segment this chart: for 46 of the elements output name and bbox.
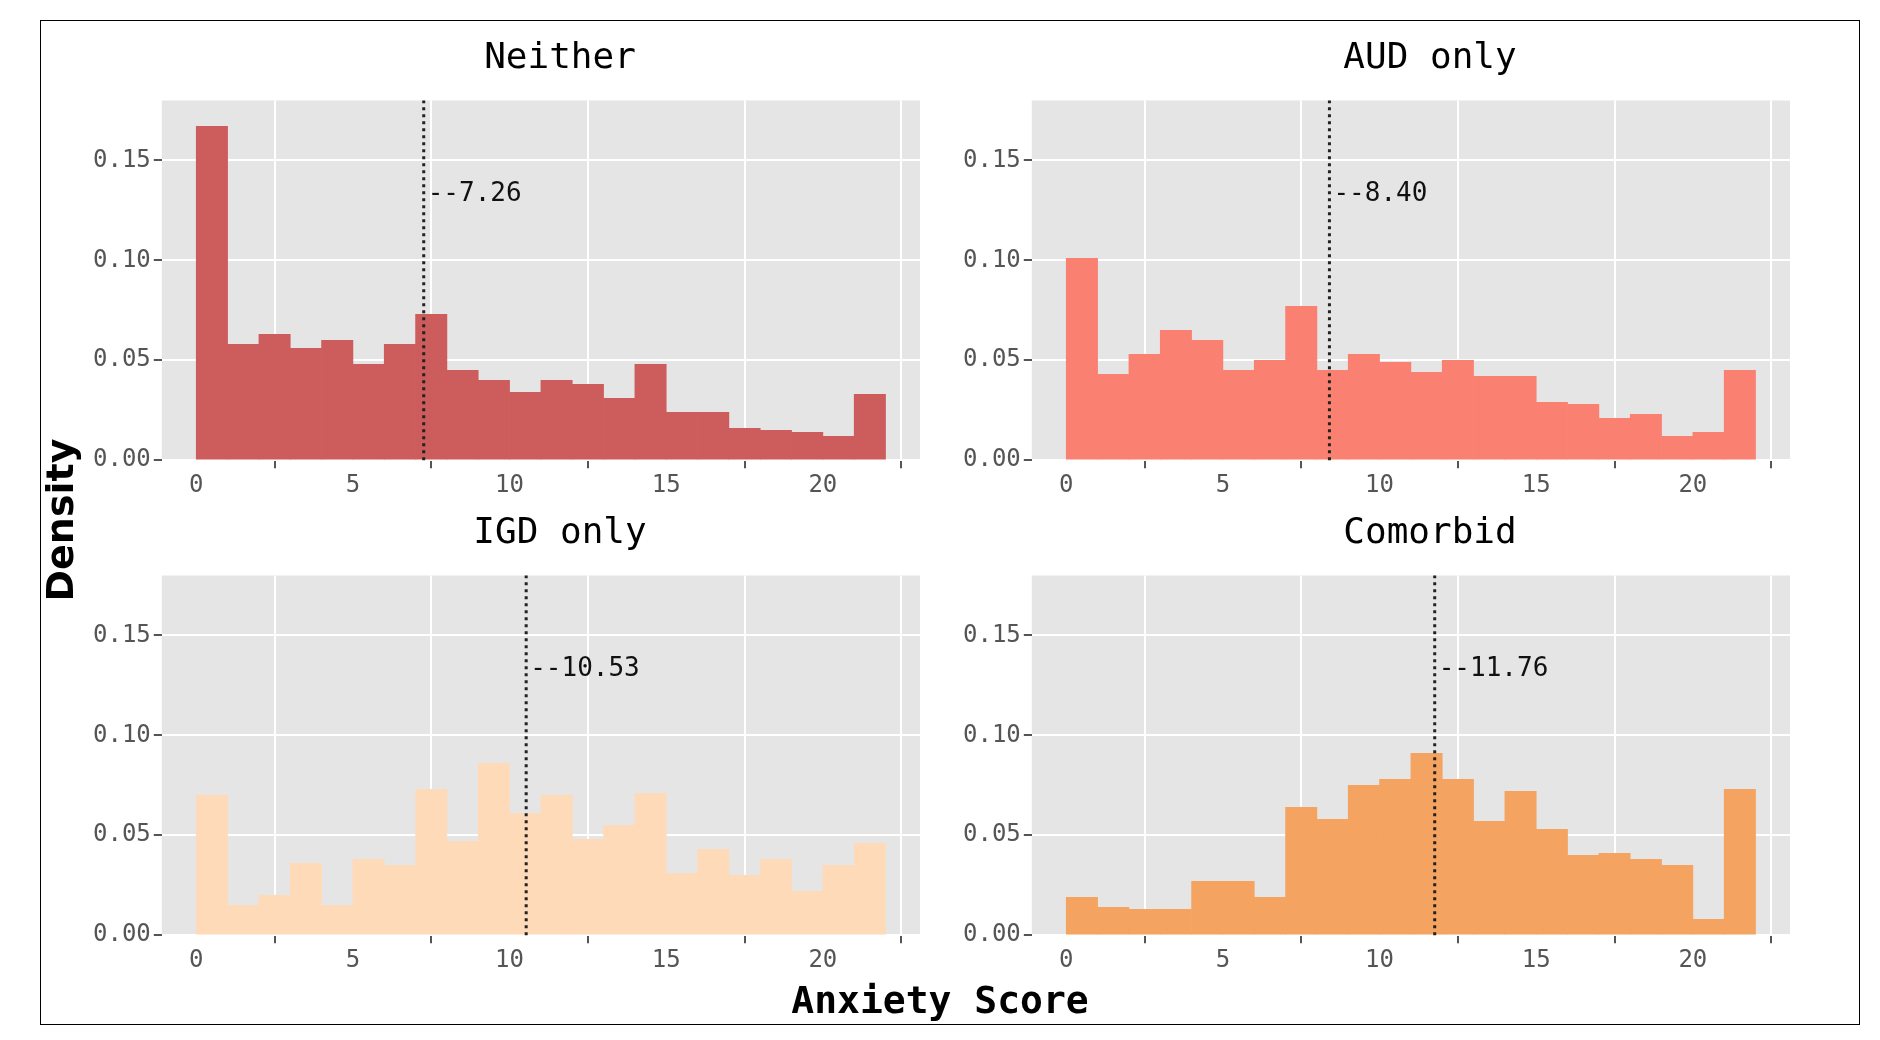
y-tick-label: 0.10 bbox=[963, 244, 1021, 273]
x-tick-label: 5 bbox=[1215, 469, 1231, 498]
x-tick-label: 0 bbox=[1059, 469, 1074, 498]
y-tick-label: 0.00 bbox=[93, 444, 151, 473]
y-tick-label: 0.15 bbox=[93, 144, 151, 173]
y-tick-label: 0.15 bbox=[963, 619, 1021, 648]
x-tick-label: 10 bbox=[1365, 944, 1395, 973]
x-tick-label: 15 bbox=[1521, 469, 1551, 498]
y-tick-label: 0.00 bbox=[93, 919, 151, 948]
y-tick-label: 0.05 bbox=[963, 819, 1021, 848]
annotation: --8.40 bbox=[1333, 177, 1428, 208]
x-tick-label: 20 bbox=[1678, 944, 1708, 973]
chart-title: IGD only bbox=[472, 510, 648, 551]
y-axis-title: Density bbox=[38, 438, 82, 602]
x-tick-label: 20 bbox=[1678, 469, 1708, 498]
x-tick-label: 0 bbox=[189, 469, 204, 498]
y-tick-label: 0.10 bbox=[93, 719, 151, 748]
x-tick-label: 0 bbox=[189, 944, 204, 973]
annotation: --11.76 bbox=[1438, 652, 1549, 683]
chart-title: Comorbid bbox=[1342, 510, 1518, 551]
y-tick-label: 0.15 bbox=[93, 619, 151, 648]
x-tick-label: 15 bbox=[651, 469, 681, 498]
x-tick-label: 15 bbox=[651, 944, 681, 973]
x-tick-label: 10 bbox=[495, 944, 525, 973]
chart-title: AUD only bbox=[1342, 35, 1518, 76]
y-tick-label: 0.15 bbox=[963, 144, 1021, 173]
y-tick-label: 0.00 bbox=[963, 919, 1021, 948]
y-tick-label: 0.05 bbox=[93, 819, 151, 848]
x-tick-label: 20 bbox=[808, 944, 838, 973]
x-tick-label: 20 bbox=[808, 469, 838, 498]
x-tick-label: 5 bbox=[1215, 944, 1231, 973]
chart-title: Neither bbox=[483, 35, 637, 76]
annotation: --7.26 bbox=[427, 177, 522, 208]
y-tick-label: 0.10 bbox=[963, 719, 1021, 748]
annotation: --10.53 bbox=[530, 652, 640, 683]
x-tick-label: 0 bbox=[1059, 944, 1074, 973]
y-tick-label: 0.05 bbox=[93, 344, 151, 373]
x-tick-label: 15 bbox=[1521, 944, 1551, 973]
x-tick-label: 5 bbox=[345, 469, 361, 498]
y-tick-label: 0.00 bbox=[963, 444, 1021, 473]
x-tick-label: 5 bbox=[345, 944, 361, 973]
x-tick-label: 10 bbox=[1365, 469, 1395, 498]
y-tick-label: 0.05 bbox=[963, 344, 1021, 373]
x-axis-title: Anxiety Score bbox=[790, 978, 1090, 1022]
x-tick-label: 10 bbox=[495, 469, 525, 498]
y-tick-label: 0.10 bbox=[93, 244, 151, 273]
